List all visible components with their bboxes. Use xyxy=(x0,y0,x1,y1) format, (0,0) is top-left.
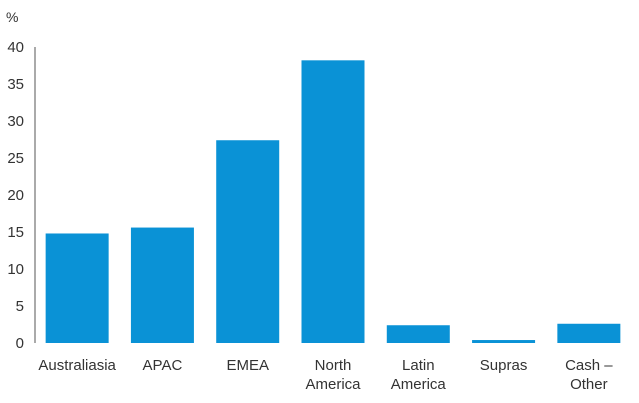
y-axis-ticks: 0 5 10 15 20 25 30 35 40 xyxy=(7,39,24,352)
y-tick-label: 35 xyxy=(7,76,24,93)
y-tick-label: 0 xyxy=(16,335,24,352)
y-tick-label: 10 xyxy=(7,261,24,278)
x-category-label: Supras xyxy=(480,357,528,374)
y-tick-label: 30 xyxy=(7,113,24,130)
x-category-label: North xyxy=(315,357,352,374)
bar xyxy=(45,233,109,343)
bar xyxy=(386,325,450,343)
bar xyxy=(557,323,621,343)
x-category-label: EMEA xyxy=(226,357,269,374)
bar xyxy=(216,140,280,343)
y-tick-label: 25 xyxy=(7,150,24,167)
x-category-label: America xyxy=(391,376,447,393)
x-category-label: America xyxy=(305,376,361,393)
bars xyxy=(45,60,621,343)
y-tick-label: 40 xyxy=(7,39,24,56)
y-tick-label: 5 xyxy=(16,298,24,315)
y-tick-label: 15 xyxy=(7,224,24,241)
bar xyxy=(472,340,536,343)
x-category-label: Cash – xyxy=(565,357,613,374)
x-category-label: Other xyxy=(570,376,608,393)
x-category-label: APAC xyxy=(143,357,183,374)
bar xyxy=(130,227,194,343)
y-axis-unit-label: % xyxy=(6,9,18,25)
y-tick-label: 20 xyxy=(7,187,24,204)
x-category-label: Latin xyxy=(402,357,435,374)
x-axis-category-labels: Australiasia APAC EMEA North America Latin Ame… xyxy=(38,357,613,393)
x-category-label: Australiasia xyxy=(38,357,116,374)
bar xyxy=(301,60,365,343)
